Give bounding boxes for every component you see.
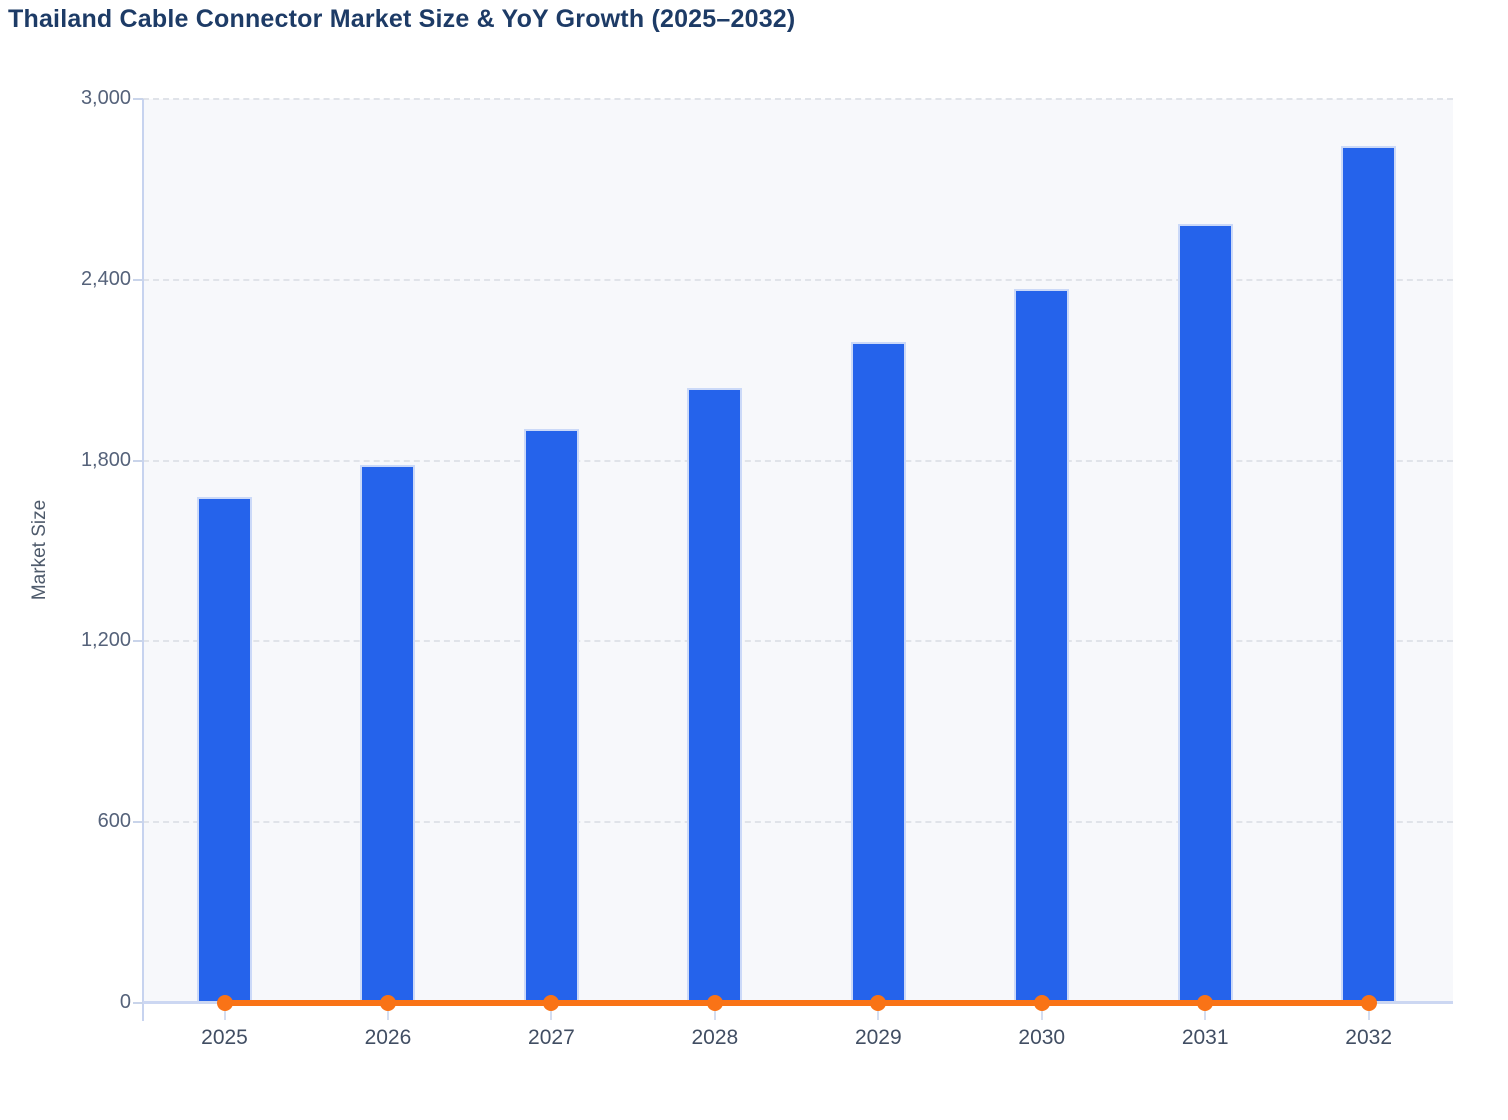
y-axis-line [142, 99, 144, 1021]
y-tick-label-1800: 1,800 [80, 448, 131, 471]
x-tick-mark-2028 [713, 1003, 716, 1020]
x-tick-mark-2031 [1204, 1003, 1207, 1020]
x-tick-mark-2032 [1367, 1003, 1370, 1020]
x-tick-label-2025: 2025 [201, 1026, 248, 1049]
x-tick-label-2030: 2030 [1018, 1026, 1066, 1049]
plot-area [143, 99, 1453, 1003]
gridline-1200 [143, 640, 1453, 643]
yoy-point-2025[interactable] [216, 995, 233, 1011]
gridline-3000 [143, 98, 1453, 100]
yoy-point-2029[interactable] [870, 995, 887, 1011]
gridline-2400 [143, 278, 1453, 281]
x-tick-mark-2030 [1040, 1003, 1043, 1020]
bar-2031[interactable] [1177, 224, 1233, 1003]
bar-2028[interactable] [687, 388, 743, 1003]
chart-title: Thailand Cable Connector Market Size & Y… [8, 5, 796, 33]
y-tick-mark-0 [133, 1002, 143, 1004]
yoy-point-2026[interactable] [379, 995, 396, 1011]
x-tick-label-2029: 2029 [854, 1026, 902, 1049]
gridline-1800 [143, 459, 1453, 462]
yoy-point-2031[interactable] [1197, 995, 1214, 1011]
x-tick-mark-2027 [550, 1003, 553, 1020]
x-tick-mark-2026 [386, 1003, 389, 1020]
gridline-600 [143, 821, 1453, 824]
bar-2025[interactable] [197, 496, 252, 1003]
y-tick-label-1200: 1,200 [80, 629, 131, 652]
bar-2029[interactable] [850, 341, 906, 1003]
y-tick-mark-600 [133, 821, 143, 824]
y-tick-label-3000: 3,000 [80, 87, 131, 109]
yoy-point-2027[interactable] [543, 995, 560, 1011]
x-tick-label-2028: 2028 [691, 1026, 739, 1049]
bar-2026[interactable] [360, 465, 416, 1003]
yoy-line [224, 1000, 1369, 1006]
x-tick-label-2027: 2027 [528, 1026, 575, 1049]
y-tick-label-600: 600 [97, 810, 131, 833]
y-tick-mark-3000 [133, 98, 143, 100]
x-tick-mark-2029 [877, 1003, 880, 1020]
y-tick-mark-1800 [133, 459, 143, 462]
y-tick-mark-1200 [133, 640, 143, 643]
y-tick-label-0: 0 [119, 991, 131, 1013]
x-tick-label-2031: 2031 [1181, 1026, 1229, 1049]
y-axis-title: Market Size [29, 499, 50, 601]
bar-2032[interactable] [1341, 145, 1397, 1003]
y-tick-mark-2400 [133, 278, 143, 281]
bar-2027[interactable] [523, 428, 579, 1003]
bar-2030[interactable] [1014, 288, 1070, 1003]
x-tick-mark-2025 [223, 1003, 226, 1020]
yoy-point-2030[interactable] [1033, 995, 1050, 1011]
yoy-point-2032[interactable] [1360, 995, 1377, 1011]
y-tick-label-2400: 2,400 [80, 267, 131, 290]
yoy-point-2028[interactable] [706, 995, 723, 1011]
x-tick-label-2032: 2032 [1345, 1026, 1392, 1049]
x-tick-label-2026: 2026 [364, 1026, 412, 1049]
